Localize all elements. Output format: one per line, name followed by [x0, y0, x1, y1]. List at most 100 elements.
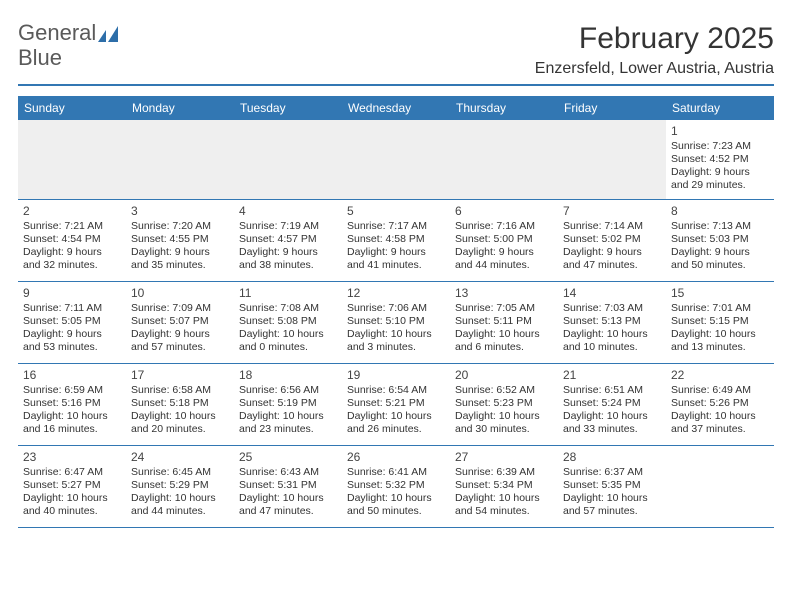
day-info-line: Sunset: 5:03 PM — [671, 233, 769, 246]
day-info-line: Sunset: 5:34 PM — [455, 479, 553, 492]
day-number: 17 — [131, 368, 229, 382]
day-info-line: Sunset: 5:24 PM — [563, 397, 661, 410]
day-number: 2 — [23, 204, 121, 218]
day-info-line: Sunset: 5:35 PM — [563, 479, 661, 492]
dayname-thursday: Thursday — [450, 96, 558, 120]
day-info-line: Daylight: 10 hours — [455, 410, 553, 423]
day-info-line: Daylight: 9 hours — [671, 246, 769, 259]
day-info-line: and 41 minutes. — [347, 259, 445, 272]
day-info-line: Daylight: 10 hours — [563, 492, 661, 505]
day-info-line: and 44 minutes. — [131, 505, 229, 518]
day-info-line: Daylight: 10 hours — [23, 410, 121, 423]
day-info-line: Sunset: 5:29 PM — [131, 479, 229, 492]
day-number: 6 — [455, 204, 553, 218]
day-cell — [450, 120, 558, 199]
week-row: 23 Sunrise: 6:47 AMSunset: 5:27 PM Dayligh… — [18, 445, 774, 527]
day-info-line: Daylight: 10 hours — [563, 328, 661, 341]
day-info-line: Sunrise: 7:14 AM — [563, 220, 661, 233]
day-number: 19 — [347, 368, 445, 382]
day-info-line: and 0 minutes. — [239, 341, 337, 354]
day-cell: 4Sunrise: 7:19 AMSunset: 4:57 PMDaylight… — [234, 199, 342, 281]
day-info-line: and 16 minutes. — [23, 423, 121, 436]
day-info-line: Daylight: 9 hours — [671, 166, 769, 179]
day-cell: 5Sunrise: 7:17 AMSunset: 4:58 PMDaylight… — [342, 199, 450, 281]
day-info-line: Daylight: 9 hours — [23, 328, 121, 341]
day-info-line: Sunrise: 6:51 AM — [563, 384, 661, 397]
day-info-line: Sunset: 4:57 PM — [239, 233, 337, 246]
day-info-line: Sunrise: 7:01 AM — [671, 302, 769, 315]
day-cell: 21Sunrise: 6:51 AMSunset: 5:24 PMDayligh… — [558, 363, 666, 445]
dayname-monday: Monday — [126, 96, 234, 120]
day-info-line: Sunset: 5:10 PM — [347, 315, 445, 328]
day-number: 8 — [671, 204, 769, 218]
day-cell: 26Sunrise: 6:41 AMSunset: 5:32 PMDayligh… — [342, 445, 450, 527]
day-number: 22 — [671, 368, 769, 382]
day-info-line: Daylight: 10 hours — [347, 492, 445, 505]
day-info-line: and 33 minutes. — [563, 423, 661, 436]
day-info-line: Sunset: 5:11 PM — [455, 315, 553, 328]
day-number: 27 — [455, 450, 553, 464]
day-info-line: and 57 minutes. — [131, 341, 229, 354]
day-cell: 23Sunrise: 6:47 AMSunset: 5:27 PMDayligh… — [18, 445, 126, 527]
day-info-line: Daylight: 10 hours — [347, 328, 445, 341]
day-info-line: Sunset: 4:54 PM — [23, 233, 121, 246]
day-cell: 8 Sunrise: 7:13 AMSunset: 5:03 PMDaylight… — [666, 199, 774, 281]
day-info-line: Sunrise: 7:23 AM — [671, 140, 769, 153]
day-number: 13 — [455, 286, 553, 300]
day-info-line: Sunset: 5:05 PM — [23, 315, 121, 328]
day-cell — [126, 120, 234, 199]
day-info-line: Sunrise: 7:19 AM — [239, 220, 337, 233]
day-info-line: Sunrise: 7:08 AM — [239, 302, 337, 315]
page-title: February 2025 — [538, 22, 774, 56]
day-info-line: Sunrise: 6:45 AM — [131, 466, 229, 479]
day-info-line: Sunrise: 7:05 AM — [455, 302, 553, 315]
day-info-line: Sunrise: 6:59 AM — [23, 384, 121, 397]
day-cell — [342, 120, 450, 199]
day-cell: 28Sunrise: 6:37 AMSunset: 5:35 PMDayligh… — [558, 445, 666, 527]
week-row: 16Sunrise: 6:59 AMSunset: 5:16 PMDayligh… — [18, 363, 774, 445]
day-info-line: Daylight: 9 hours — [563, 246, 661, 259]
day-cell: 19Sunrise: 6:54 AMSunset: 5:21 PMDayligh… — [342, 363, 450, 445]
day-info-line: Daylight: 9 hours — [131, 328, 229, 341]
day-number: 12 — [347, 286, 445, 300]
day-info-line: Sunrise: 6:54 AM — [347, 384, 445, 397]
day-info-line: Sunset: 4:58 PM — [347, 233, 445, 246]
day-info-line: Daylight: 10 hours — [239, 328, 337, 341]
day-cell: 13Sunrise: 7:05 AMSunset: 5:11 PMDayligh… — [450, 281, 558, 363]
dayname-saturday: Saturday — [666, 96, 774, 120]
day-info-line: Daylight: 9 hours — [347, 246, 445, 259]
day-info-line: Sunrise: 7:13 AM — [671, 220, 769, 233]
title-block: February 2025 Enzersfeld, Lower Austria,… — [538, 22, 774, 86]
day-cell — [18, 120, 126, 199]
day-cell — [234, 120, 342, 199]
day-number: 3 — [131, 204, 229, 218]
day-info-line: Sunset: 5:27 PM — [23, 479, 121, 492]
day-info-line: Sunrise: 6:43 AM — [239, 466, 337, 479]
dayname-tuesday: Tuesday — [234, 96, 342, 120]
day-info-line: Daylight: 9 hours — [131, 246, 229, 259]
day-info-line: Sunrise: 6:47 AM — [23, 466, 121, 479]
day-info-line: Daylight: 9 hours — [455, 246, 553, 259]
day-info-line: and 3 minutes. — [347, 341, 445, 354]
day-cell: 20Sunrise: 6:52 AMSunset: 5:23 PMDayligh… — [450, 363, 558, 445]
day-cell: 25Sunrise: 6:43 AMSunset: 5:31 PMDayligh… — [234, 445, 342, 527]
day-info-line: Sunset: 5:26 PM — [671, 397, 769, 410]
day-info-line: and 47 minutes. — [563, 259, 661, 272]
day-info-line: Sunrise: 6:58 AM — [131, 384, 229, 397]
day-number: 23 — [23, 450, 121, 464]
day-cell: 2Sunrise: 7:21 AMSunset: 4:54 PMDaylight… — [18, 199, 126, 281]
day-cell: 18Sunrise: 6:56 AMSunset: 5:19 PMDayligh… — [234, 363, 342, 445]
day-info-line: Sunrise: 6:37 AM — [563, 466, 661, 479]
day-info-line: and 44 minutes. — [455, 259, 553, 272]
dayname-friday: Friday — [558, 96, 666, 120]
day-info-line: and 35 minutes. — [131, 259, 229, 272]
day-number: 11 — [239, 286, 337, 300]
day-number: 16 — [23, 368, 121, 382]
day-info-line: Sunset: 5:15 PM — [671, 315, 769, 328]
day-info-line: Sunset: 5:18 PM — [131, 397, 229, 410]
day-info-line: Sunset: 5:00 PM — [455, 233, 553, 246]
logo-part1: General — [18, 20, 96, 45]
day-info-line: Daylight: 10 hours — [455, 492, 553, 505]
day-info-line: Daylight: 9 hours — [23, 246, 121, 259]
day-info-line: Sunset: 5:07 PM — [131, 315, 229, 328]
